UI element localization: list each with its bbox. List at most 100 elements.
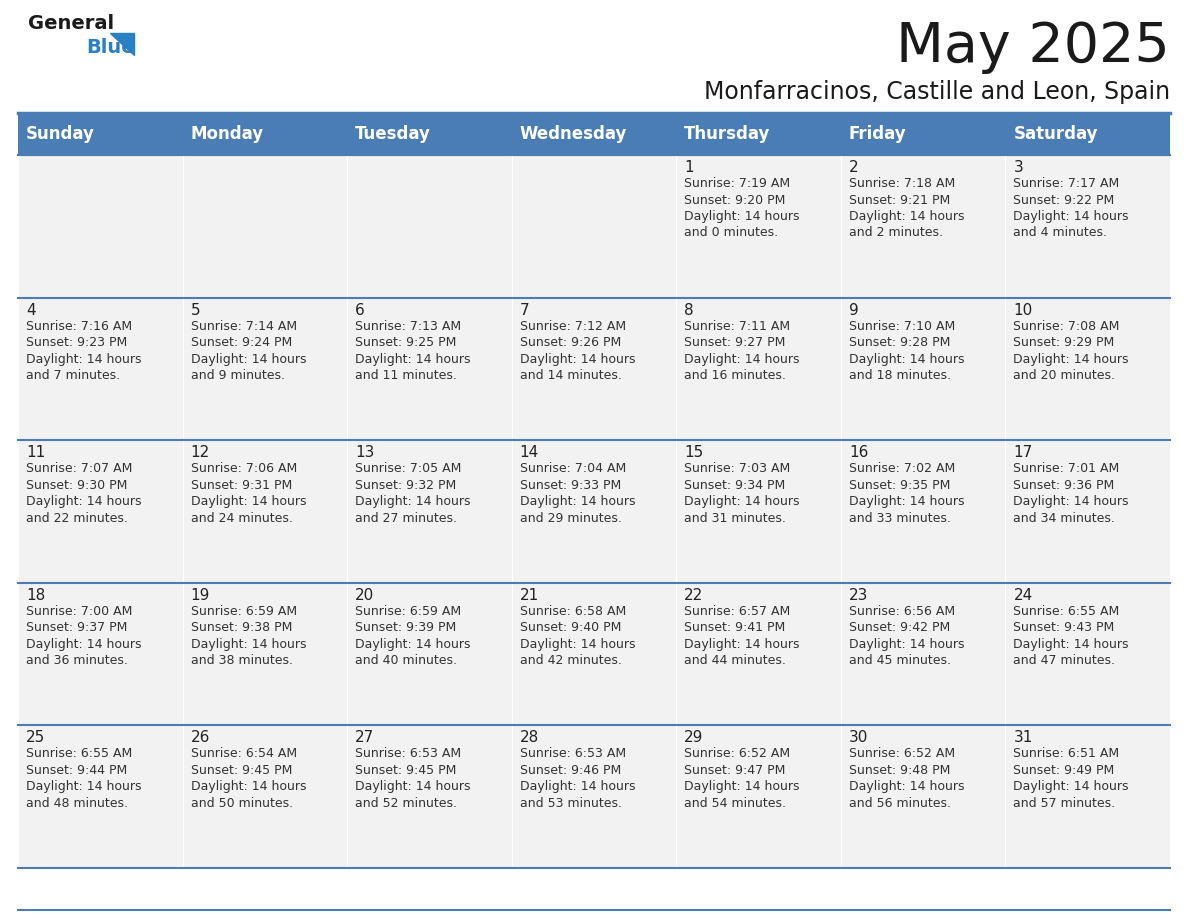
Text: 22: 22 [684, 588, 703, 603]
Text: and 31 minutes.: and 31 minutes. [684, 511, 786, 525]
Text: 7: 7 [519, 303, 530, 318]
Bar [347, 297, 512, 441]
Text: and 54 minutes.: and 54 minutes. [684, 797, 786, 810]
Text: Wednesday: Wednesday [519, 125, 627, 143]
Bar [18, 583, 183, 725]
Bar [1005, 441, 1170, 583]
Bar [676, 113, 841, 155]
Bar [347, 113, 512, 155]
Text: 17: 17 [1013, 445, 1032, 460]
Text: and 40 minutes.: and 40 minutes. [355, 655, 457, 667]
Text: 16: 16 [849, 445, 868, 460]
Text: Daylight: 14 hours: Daylight: 14 hours [1013, 353, 1129, 365]
Text: Sunset: 9:37 PM: Sunset: 9:37 PM [26, 621, 127, 634]
Text: and 36 minutes.: and 36 minutes. [26, 655, 128, 667]
Text: 24: 24 [1013, 588, 1032, 603]
Text: 14: 14 [519, 445, 539, 460]
Text: and 52 minutes.: and 52 minutes. [355, 797, 457, 810]
Text: and 20 minutes.: and 20 minutes. [1013, 369, 1116, 382]
Text: Sunrise: 7:10 AM: Sunrise: 7:10 AM [849, 319, 955, 332]
Text: 11: 11 [26, 445, 45, 460]
Text: 2: 2 [849, 160, 859, 175]
Bar [512, 297, 676, 441]
Text: Daylight: 14 hours: Daylight: 14 hours [849, 210, 965, 223]
Text: Sunrise: 7:06 AM: Sunrise: 7:06 AM [190, 462, 297, 476]
Text: Daylight: 14 hours: Daylight: 14 hours [849, 353, 965, 365]
Text: Sunset: 9:45 PM: Sunset: 9:45 PM [355, 764, 456, 777]
Text: 12: 12 [190, 445, 210, 460]
Text: and 18 minutes.: and 18 minutes. [849, 369, 950, 382]
Text: Sunrise: 7:11 AM: Sunrise: 7:11 AM [684, 319, 790, 332]
Text: Daylight: 14 hours: Daylight: 14 hours [26, 353, 141, 365]
Bar [841, 725, 1005, 868]
Text: 4: 4 [26, 303, 36, 318]
Text: 1: 1 [684, 160, 694, 175]
Text: Sunset: 9:25 PM: Sunset: 9:25 PM [355, 336, 456, 349]
Text: Daylight: 14 hours: Daylight: 14 hours [355, 780, 470, 793]
Text: Sunrise: 6:52 AM: Sunrise: 6:52 AM [684, 747, 790, 760]
Text: Monday: Monday [190, 125, 264, 143]
Text: 23: 23 [849, 588, 868, 603]
Text: Sunset: 9:28 PM: Sunset: 9:28 PM [849, 336, 950, 349]
Text: Sunset: 9:29 PM: Sunset: 9:29 PM [1013, 336, 1114, 349]
Text: Daylight: 14 hours: Daylight: 14 hours [26, 495, 141, 509]
Text: Sunrise: 7:16 AM: Sunrise: 7:16 AM [26, 319, 132, 332]
Text: 20: 20 [355, 588, 374, 603]
Text: Sunset: 9:30 PM: Sunset: 9:30 PM [26, 478, 127, 492]
Text: Sunrise: 7:08 AM: Sunrise: 7:08 AM [1013, 319, 1120, 332]
Bar [347, 725, 512, 868]
Text: Daylight: 14 hours: Daylight: 14 hours [684, 780, 800, 793]
Bar [183, 725, 347, 868]
Text: Sunset: 9:35 PM: Sunset: 9:35 PM [849, 478, 950, 492]
Bar [676, 441, 841, 583]
Text: and 22 minutes.: and 22 minutes. [26, 511, 128, 525]
Text: Daylight: 14 hours: Daylight: 14 hours [519, 780, 636, 793]
Bar [512, 441, 676, 583]
Text: Sunset: 9:32 PM: Sunset: 9:32 PM [355, 478, 456, 492]
Text: Daylight: 14 hours: Daylight: 14 hours [1013, 495, 1129, 509]
Bar [676, 155, 841, 297]
Text: Sunrise: 7:19 AM: Sunrise: 7:19 AM [684, 177, 790, 190]
Text: Daylight: 14 hours: Daylight: 14 hours [684, 638, 800, 651]
Bar [512, 155, 676, 297]
Text: 9: 9 [849, 303, 859, 318]
Text: and 57 minutes.: and 57 minutes. [1013, 797, 1116, 810]
Bar [841, 583, 1005, 725]
Text: Daylight: 14 hours: Daylight: 14 hours [26, 780, 141, 793]
Text: 31: 31 [1013, 731, 1032, 745]
Text: Daylight: 14 hours: Daylight: 14 hours [355, 353, 470, 365]
Text: Sunset: 9:24 PM: Sunset: 9:24 PM [190, 336, 292, 349]
Bar [676, 725, 841, 868]
Text: 19: 19 [190, 588, 210, 603]
Text: Daylight: 14 hours: Daylight: 14 hours [190, 638, 307, 651]
Text: and 11 minutes.: and 11 minutes. [355, 369, 457, 382]
Bar [841, 441, 1005, 583]
Text: 21: 21 [519, 588, 539, 603]
Text: Sunrise: 6:51 AM: Sunrise: 6:51 AM [1013, 747, 1119, 760]
Text: Sunrise: 7:14 AM: Sunrise: 7:14 AM [190, 319, 297, 332]
Text: Sunset: 9:43 PM: Sunset: 9:43 PM [1013, 621, 1114, 634]
Text: Daylight: 14 hours: Daylight: 14 hours [190, 495, 307, 509]
Text: and 44 minutes.: and 44 minutes. [684, 655, 786, 667]
Text: Sunrise: 7:05 AM: Sunrise: 7:05 AM [355, 462, 461, 476]
Text: Sunset: 9:48 PM: Sunset: 9:48 PM [849, 764, 950, 777]
Text: Sunset: 9:39 PM: Sunset: 9:39 PM [355, 621, 456, 634]
Text: Sunrise: 6:55 AM: Sunrise: 6:55 AM [26, 747, 132, 760]
Text: Sunset: 9:46 PM: Sunset: 9:46 PM [519, 764, 621, 777]
Text: Sunrise: 7:12 AM: Sunrise: 7:12 AM [519, 319, 626, 332]
Text: Sunrise: 7:02 AM: Sunrise: 7:02 AM [849, 462, 955, 476]
Bar [512, 113, 676, 155]
Text: Daylight: 14 hours: Daylight: 14 hours [849, 638, 965, 651]
Text: Sunset: 9:45 PM: Sunset: 9:45 PM [190, 764, 292, 777]
Text: 27: 27 [355, 731, 374, 745]
Text: 5: 5 [190, 303, 201, 318]
Text: Sunset: 9:44 PM: Sunset: 9:44 PM [26, 764, 127, 777]
Bar [183, 155, 347, 297]
Text: Daylight: 14 hours: Daylight: 14 hours [355, 638, 470, 651]
Text: Daylight: 14 hours: Daylight: 14 hours [1013, 780, 1129, 793]
Text: Sunrise: 7:18 AM: Sunrise: 7:18 AM [849, 177, 955, 190]
Text: Sunrise: 6:55 AM: Sunrise: 6:55 AM [1013, 605, 1119, 618]
Text: Daylight: 14 hours: Daylight: 14 hours [190, 353, 307, 365]
Text: Daylight: 14 hours: Daylight: 14 hours [26, 638, 141, 651]
Text: Sunset: 9:31 PM: Sunset: 9:31 PM [190, 478, 292, 492]
